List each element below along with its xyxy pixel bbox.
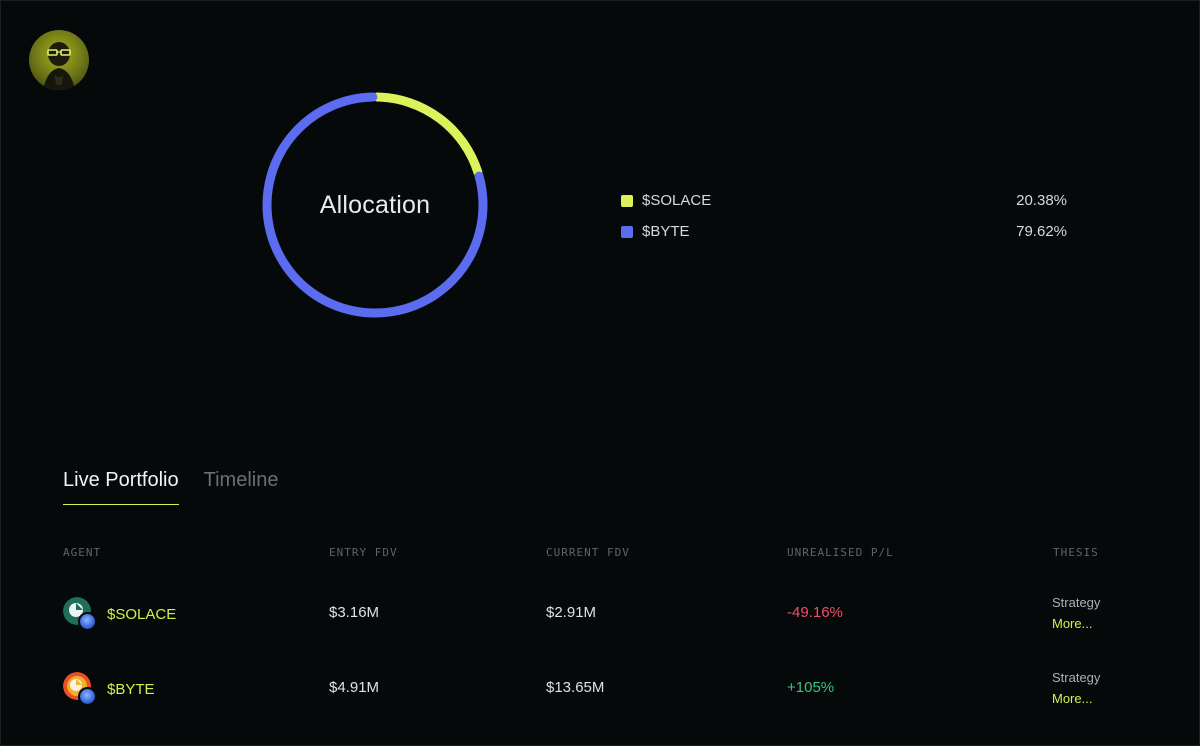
legend-value: 20.38% [1016, 192, 1067, 209]
header-entry-fdv: ENTRY FDV [329, 546, 398, 559]
entry-fdv-value: $3.16M [329, 604, 380, 621]
chain-badge-icon [78, 612, 97, 631]
allocation-legend: $SOLACE 20.38% $BYTE 79.62% [621, 185, 1067, 247]
unrealised-pl-value: -49.16% [787, 604, 843, 621]
thesis-cell: Strategy More... [1052, 595, 1100, 631]
agent-cell[interactable]: $SOLACE [63, 597, 176, 631]
donut-slice-byte [262, 92, 488, 318]
header-agent: AGENT [63, 546, 102, 559]
agent-name-link[interactable]: $SOLACE [107, 605, 177, 623]
thesis-label: Strategy [1052, 670, 1101, 685]
donut-title: Allocation [319, 190, 431, 219]
current-fdv-value: $13.65M [546, 679, 605, 696]
avatar-portrait-icon [43, 42, 75, 90]
tab-timeline[interactable]: Timeline [203, 469, 279, 491]
donut-slice-solace [372, 92, 483, 177]
allocation-donut-chart: Allocation [257, 87, 493, 323]
header-unrealised-pl: UNREALISED P/L [787, 546, 894, 559]
portfolio-tabs: Live Portfolio Timeline [63, 469, 303, 505]
thesis-more-link[interactable]: More... [1052, 691, 1093, 706]
agent-name-link[interactable]: $BYTE [107, 680, 155, 698]
current-fdv-value: $2.91M [546, 604, 597, 621]
thesis-more-link[interactable]: More... [1052, 616, 1093, 631]
user-avatar[interactable] [29, 30, 89, 90]
entry-fdv-value: $4.91M [329, 679, 380, 696]
table-header: AGENT ENTRY FDV CURRENT FDV UNREALISED P… [1, 546, 1200, 560]
thesis-label: Strategy [1052, 595, 1101, 610]
thesis-cell: Strategy More... [1052, 670, 1100, 706]
chain-badge-icon [78, 687, 97, 706]
table-row: $BYTE $4.91M $13.65M +105% Strategy More… [1, 666, 1200, 710]
header-thesis: THESIS [1053, 546, 1099, 559]
legend-swatch-solace [621, 194, 633, 207]
solace-agent-icon [63, 597, 97, 631]
unrealised-pl-value: +105% [787, 679, 835, 696]
legend-label: $BYTE [642, 223, 690, 240]
agent-cell[interactable]: $BYTE [63, 672, 155, 706]
legend-value: 79.62% [1016, 223, 1067, 240]
legend-item-byte: $BYTE 79.62% [621, 216, 1067, 247]
donut-svg [262, 92, 488, 318]
table-row: $SOLACE $3.16M $2.91M -49.16% Strategy M… [1, 591, 1200, 635]
header-current-fdv: CURRENT FDV [546, 546, 630, 559]
tab-live-portfolio[interactable]: Live Portfolio [63, 469, 179, 505]
byte-agent-icon [63, 672, 97, 706]
legend-label: $SOLACE [642, 192, 712, 209]
legend-swatch-byte [621, 225, 633, 238]
legend-item-solace: $SOLACE 20.38% [621, 185, 1067, 216]
